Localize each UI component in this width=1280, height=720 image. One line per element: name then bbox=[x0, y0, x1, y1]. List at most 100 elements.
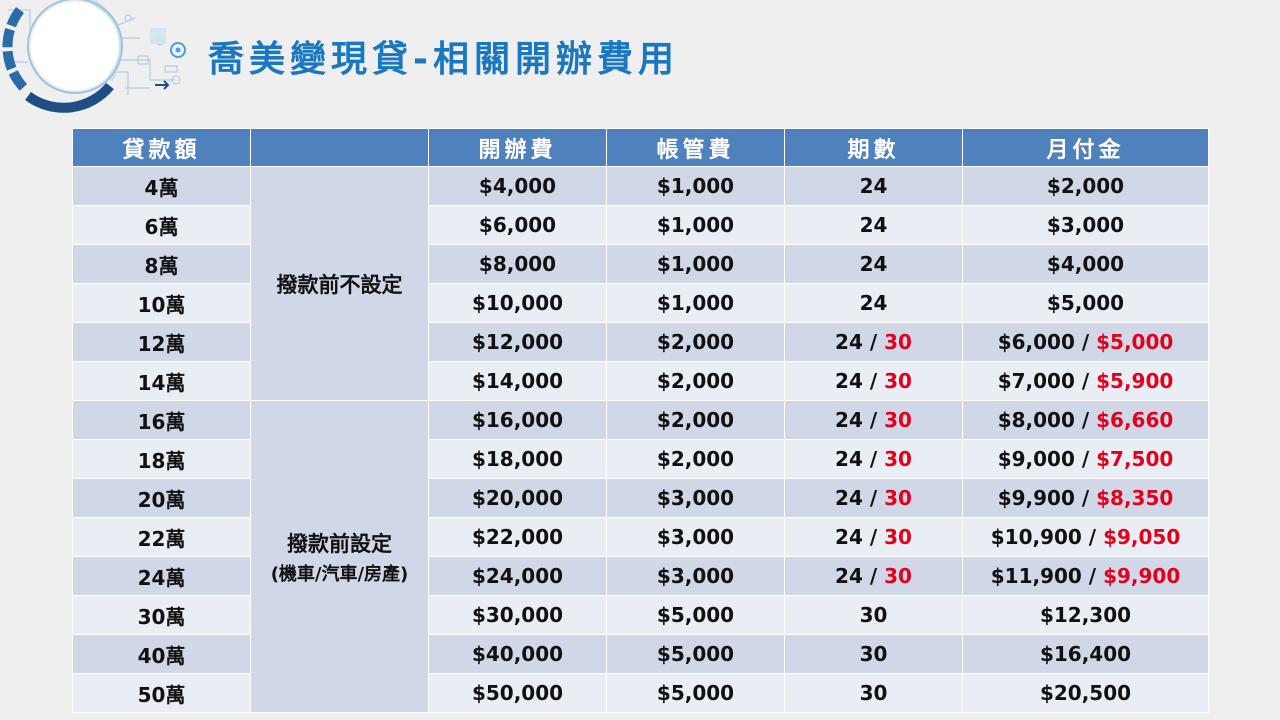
setup-fee-cell: $50,000 bbox=[428, 673, 607, 713]
setup-fee-cell: $6,000 bbox=[428, 205, 607, 245]
condition-with-collateral-cell: 撥款前設定 (機車/汽車/房產) bbox=[250, 400, 429, 713]
term-cell: 24 bbox=[784, 283, 963, 323]
setup-fee-cell: $14,000 bbox=[428, 361, 607, 401]
payment-alt-value: $6,660 bbox=[1096, 408, 1174, 432]
monthly-payment-cell: $8,000 / $6,660 bbox=[962, 400, 1209, 440]
payment-value: $11,900 bbox=[990, 564, 1082, 588]
monthly-payment-cell: $2,000 bbox=[962, 166, 1209, 206]
management-fee-cell: $5,000 bbox=[606, 673, 785, 713]
payment-value: $12,300 bbox=[1039, 603, 1132, 627]
term-value: 30 bbox=[859, 642, 888, 666]
header-monthly-payment: 月付金 bbox=[962, 128, 1209, 167]
payment-alt-value: $9,900 bbox=[1103, 564, 1181, 588]
monthly-payment-cell: $12,300 bbox=[962, 595, 1209, 635]
management-fee-cell: $2,000 bbox=[606, 400, 785, 440]
monthly-payment-cell: $20,500 bbox=[962, 673, 1209, 713]
loan-amount-cell: 30萬 bbox=[72, 595, 251, 635]
setup-fee-cell: $40,000 bbox=[428, 634, 607, 674]
table-row: 4萬 撥款前不設定 $4,000 $1,000 24 $2,000 bbox=[72, 166, 1209, 401]
condition-label: 撥款前不設定 bbox=[276, 272, 403, 297]
management-fee-cell: $2,000 bbox=[606, 361, 785, 401]
term-value: 24 bbox=[835, 486, 863, 510]
payment-value: $3,000 bbox=[1046, 213, 1125, 237]
table-header-row: 貸款額 開辦費 帳管費 期數 月付金 bbox=[72, 128, 1209, 167]
term-value: 24 bbox=[835, 330, 863, 354]
page-title: 喬美變現貸-相關開辦費用 bbox=[208, 39, 679, 80]
setup-fee-cell: $12,000 bbox=[428, 322, 607, 362]
payment-value: $20,500 bbox=[1039, 681, 1132, 705]
management-fee-cell: $1,000 bbox=[606, 166, 785, 206]
table-row: 18萬 $18,000 $2,000 24 / 30 $9,000 / $7,5… bbox=[72, 439, 1209, 479]
monthly-payment-cell: $9,000 / $7,500 bbox=[962, 439, 1209, 479]
term-value: 24 bbox=[835, 408, 863, 432]
loan-amount-cell: 22萬 bbox=[72, 517, 251, 557]
setup-fee-cell: $22,000 bbox=[428, 517, 607, 557]
term-value: 30 bbox=[859, 603, 888, 627]
setup-fee-cell: $10,000 bbox=[428, 283, 607, 323]
condition-no-collateral-cell: 撥款前不設定 bbox=[250, 166, 429, 401]
payment-value: $9,000 bbox=[997, 447, 1075, 471]
management-fee-cell: $3,000 bbox=[606, 478, 785, 518]
setup-fee-cell: $30,000 bbox=[428, 595, 607, 635]
payment-alt-value: $9,050 bbox=[1103, 525, 1181, 549]
term-value: 24 bbox=[835, 525, 863, 549]
term-value: 30 bbox=[859, 681, 888, 705]
management-fee-cell: $1,000 bbox=[606, 283, 785, 323]
table-row: 24萬 $24,000 $3,000 24 / 30 $11,900 / $9,… bbox=[72, 556, 1209, 596]
term-cell: 24 / 30 bbox=[784, 361, 963, 401]
term-cell: 30 bbox=[784, 673, 963, 713]
table-row: 6萬 $6,000 $1,000 24 $3,000 bbox=[72, 205, 1209, 245]
monthly-payment-cell: $5,000 bbox=[962, 283, 1209, 323]
loan-amount-cell: 40萬 bbox=[72, 634, 251, 674]
table-row: 12萬 $12,000 $2,000 24 / 30 $6,000 / $5,0… bbox=[72, 322, 1209, 362]
term-alt-value: 30 bbox=[884, 330, 912, 354]
monthly-payment-cell: $16,400 bbox=[962, 634, 1209, 674]
payment-alt-value: $7,500 bbox=[1096, 447, 1174, 471]
loan-amount-cell: 20萬 bbox=[72, 478, 251, 518]
table-row: 40萬 $40,000 $5,000 30 $16,400 bbox=[72, 634, 1209, 674]
loan-amount-cell: 24萬 bbox=[72, 556, 251, 596]
payment-value: $8,000 bbox=[997, 408, 1075, 432]
loan-amount-cell: 16萬 bbox=[72, 400, 251, 440]
table-row: 22萬 $22,000 $3,000 24 / 30 $10,900 / $9,… bbox=[72, 517, 1209, 557]
header-loan-amount: 貸款額 bbox=[72, 128, 251, 167]
setup-fee-cell: $18,000 bbox=[428, 439, 607, 479]
management-fee-cell: $3,000 bbox=[606, 556, 785, 596]
management-fee-cell: $5,000 bbox=[606, 595, 785, 635]
term-cell: 24 bbox=[784, 166, 963, 206]
table-row: 16萬 撥款前設定 (機車/汽車/房產) $16,000 $2,000 24 /… bbox=[72, 400, 1209, 713]
payment-value: $9,900 bbox=[997, 486, 1075, 510]
header-condition bbox=[250, 128, 429, 167]
payment-value: $5,000 bbox=[1046, 291, 1125, 315]
payment-value: $2,000 bbox=[1046, 174, 1125, 198]
management-fee-cell: $5,000 bbox=[606, 634, 785, 674]
table-row: 30萬 $30,000 $5,000 30 $12,300 bbox=[72, 595, 1209, 635]
monthly-payment-cell: $4,000 bbox=[962, 244, 1209, 284]
term-value: 24 bbox=[835, 369, 863, 393]
loan-amount-cell: 18萬 bbox=[72, 439, 251, 479]
loan-amount-cell: 50萬 bbox=[72, 673, 251, 713]
term-value: 24 bbox=[835, 447, 863, 471]
setup-fee-cell: $8,000 bbox=[428, 244, 607, 284]
payment-value: $16,400 bbox=[1039, 642, 1132, 666]
loan-amount-cell: 4萬 bbox=[72, 166, 251, 206]
term-cell: 24 / 30 bbox=[784, 322, 963, 362]
term-cell: 24 / 30 bbox=[784, 517, 963, 557]
table-row: 10萬 $10,000 $1,000 24 $5,000 bbox=[72, 283, 1209, 323]
payment-value: $10,900 bbox=[990, 525, 1082, 549]
monthly-payment-cell: $9,900 / $8,350 bbox=[962, 478, 1209, 518]
term-cell: 24 bbox=[784, 205, 963, 245]
table-row: 8萬 $8,000 $1,000 24 $4,000 bbox=[72, 244, 1209, 284]
setup-fee-cell: $16,000 bbox=[428, 400, 607, 440]
monthly-payment-cell: $7,000 / $5,900 bbox=[962, 361, 1209, 401]
condition-collateral-types: (機車/汽車/房產) bbox=[270, 563, 409, 585]
table-row: 20萬 $20,000 $3,000 24 / 30 $9,900 / $8,3… bbox=[72, 478, 1209, 518]
term-alt-value: 30 bbox=[884, 408, 912, 432]
payment-value: $7,000 bbox=[997, 369, 1075, 393]
term-value: 24 bbox=[859, 291, 888, 315]
setup-fee-cell: $20,000 bbox=[428, 478, 607, 518]
management-fee-cell: $3,000 bbox=[606, 517, 785, 557]
loan-amount-cell: 10萬 bbox=[72, 283, 251, 323]
management-fee-cell: $1,000 bbox=[606, 244, 785, 284]
table-row: 14萬 $14,000 $2,000 24 / 30 $7,000 / $5,9… bbox=[72, 361, 1209, 401]
